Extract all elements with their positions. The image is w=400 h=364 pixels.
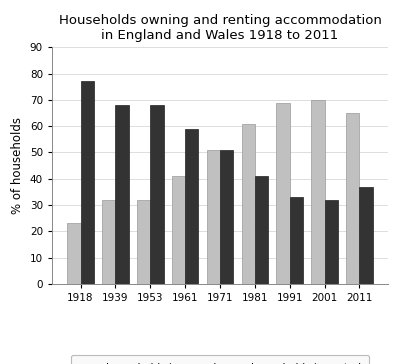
Bar (242, 123, 255, 284)
Bar (346, 113, 360, 284)
Bar (137, 200, 150, 284)
Bar (325, 200, 338, 284)
Bar (150, 105, 164, 284)
Bar (220, 150, 233, 284)
Bar (255, 176, 268, 284)
Bar (102, 200, 115, 284)
Bar (311, 100, 325, 284)
Bar (290, 197, 303, 284)
Bar (67, 223, 80, 284)
Bar (360, 187, 373, 284)
Y-axis label: % of households: % of households (11, 117, 24, 214)
Bar (80, 82, 94, 284)
Title: Households owning and renting accommodation
in England and Wales 1918 to 2011: Households owning and renting accommodat… (58, 14, 382, 42)
Bar (185, 129, 198, 284)
Bar (172, 176, 185, 284)
Legend: households in owned
accommodation, households in rented
accommodation: households in owned accommodation, house… (71, 355, 369, 364)
Bar (207, 150, 220, 284)
Bar (115, 105, 129, 284)
Bar (276, 103, 290, 284)
